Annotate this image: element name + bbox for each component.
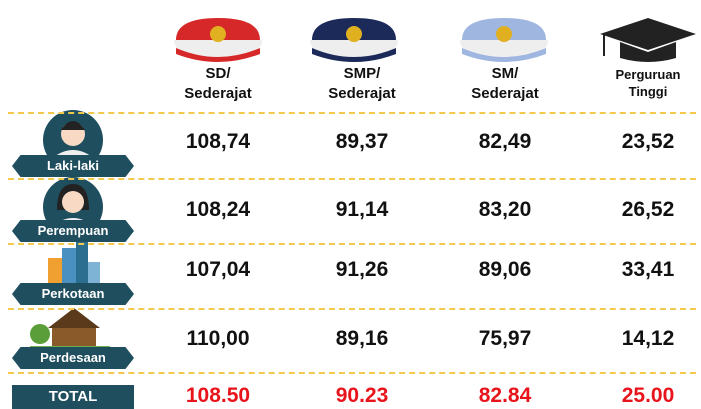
row-label: TOTAL (12, 385, 134, 409)
value-cell: 110,00 (186, 327, 250, 350)
separator (8, 112, 696, 114)
value-cell: 33,41 (621, 258, 675, 281)
value-cell: 23,52 (621, 130, 675, 153)
value-cell: 89,37 (335, 130, 389, 153)
separator (8, 243, 696, 245)
value-cell: 108,74 (185, 130, 251, 153)
separator (8, 372, 696, 374)
value-cell: 91,26 (335, 258, 389, 281)
column-header: SM/ (491, 65, 519, 82)
value-cell: 82.84 (478, 384, 532, 407)
row-label: Laki-laki (12, 155, 134, 177)
graduation-cap (600, 18, 696, 62)
value-cell: 91,14 (335, 198, 389, 221)
sd-cap (174, 18, 262, 62)
value-cell: 90.23 (335, 384, 389, 407)
value-cell: 89,16 (335, 327, 389, 350)
value-cell: 108.50 (185, 384, 251, 407)
column-header: SD/ (205, 65, 231, 82)
value-cell: 14,12 (621, 327, 675, 350)
value-cell: 26,52 (621, 198, 675, 221)
value-cell: 25.00 (621, 384, 675, 407)
value-cell: 83,20 (478, 198, 532, 221)
separator (8, 178, 696, 180)
row-label: Perempuan (12, 220, 134, 242)
column-header: Perguruan (615, 67, 681, 82)
smp-cap (310, 18, 398, 62)
value-cell: 89,06 (478, 258, 532, 281)
house-icon (30, 308, 110, 352)
column-header: Sederajat (471, 85, 539, 102)
column-header: Sederajat (184, 85, 252, 102)
value-cell: 82,49 (478, 130, 532, 153)
column-header: Tinggi (628, 84, 668, 99)
separator (8, 308, 696, 310)
value-cell: 108,24 (185, 198, 251, 221)
sm-cap (460, 18, 548, 62)
column-header: Sederajat (328, 85, 396, 102)
column-header: SMP/ (343, 65, 381, 82)
city-icon (48, 242, 100, 286)
value-cell: 107,04 (185, 258, 251, 281)
row-label: Perkotaan (12, 283, 134, 305)
row-label: Perdesaan (12, 347, 134, 369)
value-cell: 75,97 (478, 327, 532, 350)
